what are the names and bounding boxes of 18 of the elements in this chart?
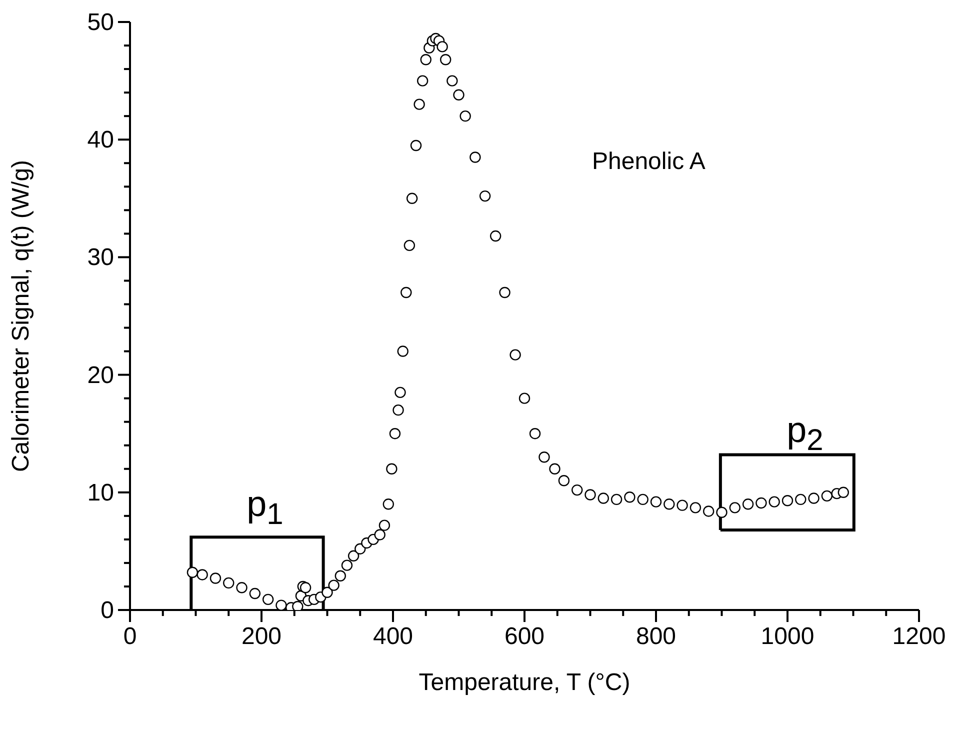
y-tick-label: 0 — [100, 597, 114, 624]
y-axis-title: Calorimeter Signal, q(t) (W/g) — [8, 160, 35, 472]
y-tick-label: 30 — [87, 244, 114, 272]
x-tick-label: 1000 — [760, 623, 814, 650]
annotation: p$_{2}$ — [786, 409, 824, 458]
y-tick-label: 50 — [87, 9, 114, 36]
x-axis-title: Temperature, T (°C) — [418, 669, 630, 696]
x-tick-label: 200 — [241, 623, 282, 650]
x-tick-label: 400 — [372, 623, 414, 650]
annotation: Phenolic A — [592, 148, 706, 175]
x-tick-label: 800 — [636, 623, 676, 650]
y-tick-label: 20 — [87, 362, 114, 389]
y-tick-label: 40 — [87, 126, 114, 154]
x-tick-label: 1200 — [892, 623, 946, 650]
x-tick-label: 0 — [123, 623, 137, 650]
y-tick-label: 10 — [87, 479, 114, 506]
x-tick-label: 600 — [504, 623, 545, 650]
annotation: p$_{1}$ — [246, 483, 284, 532]
